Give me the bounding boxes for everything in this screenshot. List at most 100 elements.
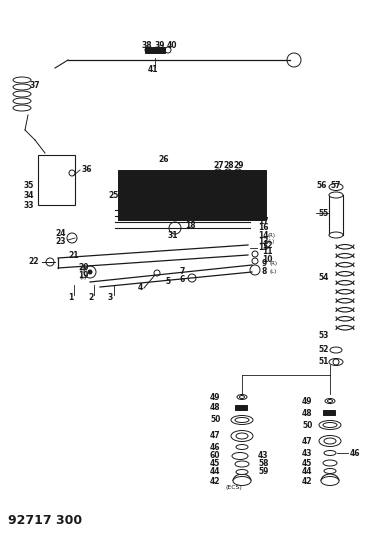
Text: 55: 55 bbox=[318, 208, 328, 217]
Text: 36: 36 bbox=[82, 166, 92, 174]
Text: 15: 15 bbox=[258, 244, 268, 253]
Text: 48: 48 bbox=[210, 403, 221, 413]
Ellipse shape bbox=[324, 450, 336, 456]
Text: 54: 54 bbox=[318, 273, 328, 282]
Ellipse shape bbox=[13, 98, 31, 104]
Text: 41: 41 bbox=[148, 66, 158, 75]
Text: 23: 23 bbox=[55, 238, 66, 246]
Text: 24: 24 bbox=[55, 229, 66, 238]
Circle shape bbox=[88, 270, 92, 274]
Ellipse shape bbox=[233, 477, 251, 486]
Text: 22: 22 bbox=[28, 257, 39, 266]
Text: 57: 57 bbox=[330, 181, 340, 190]
Text: 51: 51 bbox=[318, 358, 328, 367]
Text: 14: 14 bbox=[258, 230, 268, 239]
Text: 18: 18 bbox=[185, 222, 196, 230]
Ellipse shape bbox=[324, 438, 336, 444]
Text: (R): (R) bbox=[268, 232, 276, 238]
Text: 27: 27 bbox=[213, 160, 223, 169]
Text: 43: 43 bbox=[302, 448, 312, 457]
Text: 39: 39 bbox=[155, 41, 165, 50]
Ellipse shape bbox=[330, 347, 342, 353]
Text: 44: 44 bbox=[210, 467, 220, 477]
Text: (L): (L) bbox=[268, 238, 275, 244]
Ellipse shape bbox=[13, 84, 31, 90]
Text: 25: 25 bbox=[108, 190, 119, 199]
Text: 46: 46 bbox=[210, 442, 220, 451]
Text: 38: 38 bbox=[142, 41, 152, 50]
Ellipse shape bbox=[329, 232, 343, 238]
Bar bbox=[118, 170, 266, 220]
Text: 58: 58 bbox=[258, 459, 268, 469]
Ellipse shape bbox=[329, 192, 343, 198]
Ellipse shape bbox=[328, 400, 333, 402]
Text: 34: 34 bbox=[24, 190, 34, 199]
Ellipse shape bbox=[237, 394, 247, 400]
Text: (L): (L) bbox=[270, 270, 277, 274]
Bar bbox=[155, 47, 165, 53]
Text: 46: 46 bbox=[350, 448, 360, 457]
Text: 40: 40 bbox=[167, 41, 177, 50]
Text: 12: 12 bbox=[262, 240, 273, 249]
Ellipse shape bbox=[325, 399, 335, 403]
Ellipse shape bbox=[236, 470, 248, 474]
Ellipse shape bbox=[13, 77, 31, 83]
Text: 50: 50 bbox=[210, 416, 220, 424]
Text: 60: 60 bbox=[210, 451, 220, 461]
Text: 92717 300: 92717 300 bbox=[8, 513, 82, 527]
Ellipse shape bbox=[13, 105, 31, 111]
Text: 9: 9 bbox=[262, 260, 267, 269]
Ellipse shape bbox=[319, 421, 341, 430]
Bar bbox=[323, 410, 335, 415]
Ellipse shape bbox=[231, 431, 253, 441]
Bar bbox=[235, 405, 247, 410]
Text: 4: 4 bbox=[138, 284, 143, 293]
Ellipse shape bbox=[13, 91, 31, 97]
Text: 26: 26 bbox=[158, 156, 168, 165]
Text: 33: 33 bbox=[24, 200, 34, 209]
Text: 50: 50 bbox=[302, 421, 312, 430]
Ellipse shape bbox=[231, 416, 253, 424]
Ellipse shape bbox=[329, 359, 343, 366]
Text: 28: 28 bbox=[223, 160, 234, 169]
Text: 53: 53 bbox=[318, 332, 328, 341]
Text: 45: 45 bbox=[302, 458, 312, 467]
Text: 43: 43 bbox=[258, 451, 268, 461]
Text: 52: 52 bbox=[318, 345, 328, 354]
Text: 37: 37 bbox=[30, 80, 41, 90]
Ellipse shape bbox=[323, 423, 337, 427]
Ellipse shape bbox=[235, 461, 249, 467]
Ellipse shape bbox=[323, 460, 337, 466]
Text: 11: 11 bbox=[262, 247, 273, 256]
Text: 8: 8 bbox=[262, 268, 268, 277]
Text: 47: 47 bbox=[302, 437, 313, 446]
Ellipse shape bbox=[329, 183, 343, 190]
Text: 44: 44 bbox=[302, 466, 312, 475]
Ellipse shape bbox=[235, 417, 249, 423]
Ellipse shape bbox=[319, 435, 341, 447]
Text: 56: 56 bbox=[316, 181, 326, 190]
Text: 42: 42 bbox=[302, 477, 312, 486]
Text: 31: 31 bbox=[168, 230, 179, 239]
Text: 19: 19 bbox=[78, 271, 89, 280]
Text: 29: 29 bbox=[233, 160, 243, 169]
Text: 13: 13 bbox=[258, 237, 268, 246]
Text: 45: 45 bbox=[210, 459, 220, 469]
Text: 21: 21 bbox=[68, 251, 78, 260]
Text: 10: 10 bbox=[262, 254, 273, 263]
Text: (R): (R) bbox=[80, 266, 88, 271]
Text: 6: 6 bbox=[180, 276, 185, 285]
Text: 49: 49 bbox=[210, 392, 220, 401]
Text: 32: 32 bbox=[185, 206, 195, 214]
Ellipse shape bbox=[321, 477, 339, 486]
Text: (R): (R) bbox=[270, 262, 278, 266]
Text: 5: 5 bbox=[165, 278, 170, 287]
Text: 59: 59 bbox=[258, 467, 268, 477]
Ellipse shape bbox=[324, 469, 336, 473]
Text: 30: 30 bbox=[185, 214, 195, 222]
Text: 2: 2 bbox=[88, 294, 93, 303]
Text: (L): (L) bbox=[80, 274, 87, 279]
Ellipse shape bbox=[232, 453, 248, 459]
Ellipse shape bbox=[236, 445, 248, 449]
Text: 16: 16 bbox=[258, 223, 268, 232]
